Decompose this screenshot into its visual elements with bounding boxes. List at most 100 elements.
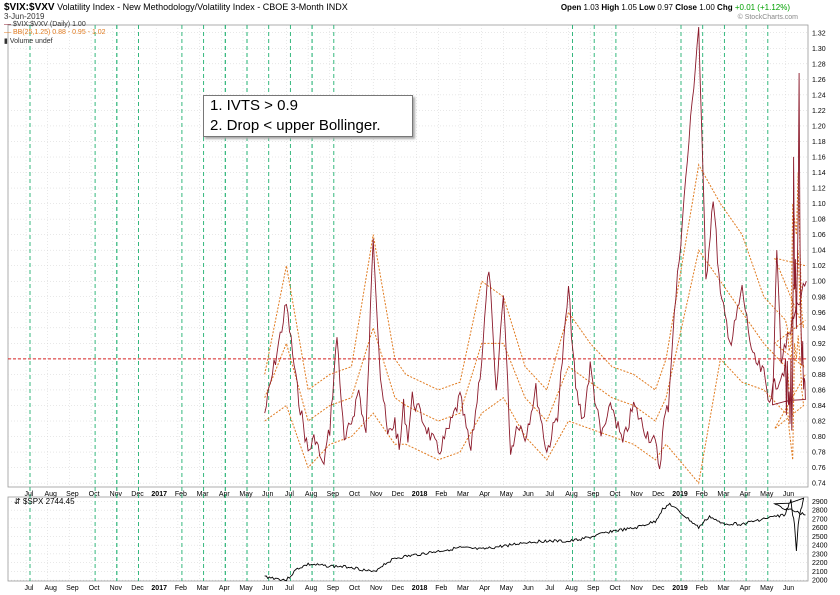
low-label: Low xyxy=(639,3,656,12)
lower-y-tick-label: 2000 xyxy=(812,578,828,585)
upper-y-tick-label: 1.28 xyxy=(812,61,826,68)
annotation-line-1: 1. IVTS > 0.9 xyxy=(210,97,298,114)
upper-x-tick-label: Sep xyxy=(327,491,340,498)
close-label: Close xyxy=(675,3,697,12)
lower-x-tick-label: Oct xyxy=(89,585,100,592)
upper-y-tick-label: 0.78 xyxy=(812,450,826,457)
lower-x-tick-label: Jul xyxy=(25,585,34,592)
lower-x-tick-label: 2018 xyxy=(412,585,428,592)
upper-x-tick-label: Aug xyxy=(565,491,578,498)
upper-x-tick-label: May xyxy=(239,491,253,498)
lower-x-tick-label: Sep xyxy=(327,585,340,592)
upper-x-tick-label: Nov xyxy=(370,491,383,498)
lower-x-tick-label: Apr xyxy=(740,585,752,592)
high-label: High xyxy=(601,3,620,12)
upper-y-tick-label: 0.82 xyxy=(812,419,826,426)
legend-volume: ▮ Volume undef xyxy=(4,38,53,45)
lower-x-tick-label: Feb xyxy=(435,585,447,592)
upper-x-tick-label: Nov xyxy=(630,491,643,498)
lower-x-tick-label: Feb xyxy=(696,585,708,592)
lower-x-tick-label: May xyxy=(500,585,514,592)
upper-y-tick-label: 1.14 xyxy=(812,170,826,177)
upper-y-tick-label: 0.74 xyxy=(812,481,826,488)
ohlc-readout: Open 1.03 High 1.05 Low 0.97 Close 1.00 … xyxy=(561,3,790,12)
upper-y-tick-label: 0.90 xyxy=(812,356,826,363)
lower-x-tick-label: 2017 xyxy=(151,585,167,592)
upper-y-tick-label: 1.20 xyxy=(812,123,826,130)
upper-y-tick-label: 0.92 xyxy=(812,341,826,348)
annotation-line-2: 2. Drop < upper Bollinger. xyxy=(210,117,381,134)
upper-x-tick-label: Jun xyxy=(262,491,273,498)
upper-x-tick-label: Dec xyxy=(652,491,665,498)
lower-x-tick-label: Nov xyxy=(630,585,643,592)
upper-y-tick-label: 0.76 xyxy=(812,465,826,472)
close-value: 1.00 xyxy=(699,3,715,12)
chart-exchange: INDX xyxy=(326,2,348,12)
lower-x-tick-label: Jul xyxy=(285,585,294,592)
lower-x-tick-label: Apr xyxy=(219,585,231,592)
lower-x-tick-label: Aug xyxy=(305,585,318,592)
lower-x-tick-label: Aug xyxy=(565,585,578,592)
watermark: © StockCharts.com xyxy=(737,14,798,21)
upper-x-tick-label: Feb xyxy=(175,491,187,498)
high-value: 1.05 xyxy=(621,3,637,12)
upper-x-tick-label: May xyxy=(500,491,514,498)
ratio-series-line xyxy=(264,26,807,470)
upper-y-tick-label: 1.32 xyxy=(812,30,826,37)
upper-x-tick-label: Aug xyxy=(44,491,57,498)
lower-x-tick-label: Aug xyxy=(44,585,57,592)
upper-y-tick-label: 0.94 xyxy=(812,325,826,332)
legend-ratio-text: $VIX:$VXV (Daily) 1.00 xyxy=(12,21,86,28)
lower-x-tick-label: Dec xyxy=(392,585,405,592)
legend-bollinger-text: BB(25,1.25) 0.88 - 0.95 - 1.02 xyxy=(12,29,106,36)
lower-y-tick-label: 2600 xyxy=(812,525,828,532)
lower-x-tick-label: Mar xyxy=(197,585,210,592)
upper-x-tick-label: Jul xyxy=(545,491,554,498)
lower-y-tick-label: 2500 xyxy=(812,534,828,541)
upper-y-tick-label: 1.26 xyxy=(812,77,826,84)
upper-x-tick-label: 2017 xyxy=(151,491,167,498)
upper-y-tick-label: 1.24 xyxy=(812,92,826,99)
lower-y-tick-label: 2800 xyxy=(812,508,828,515)
upper-x-tick-label: Apr xyxy=(479,491,491,498)
upper-y-tick-label: 1.06 xyxy=(812,232,826,239)
lower-x-tick-label: 2019 xyxy=(672,585,688,592)
upper-x-tick-label: Sep xyxy=(66,491,79,498)
bollinger-middle-line xyxy=(264,248,806,422)
upper-x-tick-label: Nov xyxy=(110,491,123,498)
upper-y-tick-label: 0.86 xyxy=(812,387,826,394)
annotation-box: 1. IVTS > 0.9 2. Drop < upper Bollinger. xyxy=(203,95,413,137)
upper-x-tick-label: Dec xyxy=(392,491,405,498)
lower-x-tick-label: Jun xyxy=(522,585,533,592)
upper-x-tick-label: Feb xyxy=(435,491,447,498)
lower-x-tick-label: Jun xyxy=(783,585,794,592)
upper-y-tick-label: 0.84 xyxy=(812,403,826,410)
upper-y-tick-label: 1.12 xyxy=(812,186,826,193)
upper-x-tick-label: Jun xyxy=(522,491,533,498)
upper-x-tick-label: Feb xyxy=(696,491,708,498)
lower-x-tick-label: May xyxy=(760,585,774,592)
bollinger-lower-line xyxy=(264,335,806,485)
upper-x-tick-label: 2019 xyxy=(672,491,688,498)
upper-y-tick-label: 1.22 xyxy=(812,108,826,115)
lower-x-tick-label: Mar xyxy=(457,585,470,592)
upper-y-tick-label: 0.96 xyxy=(812,310,826,317)
legend-bollinger: — BB(25,1.25) 0.88 - 0.95 - 1.02 xyxy=(4,29,106,36)
upper-y-tick-label: 0.98 xyxy=(812,294,826,301)
lower-y-tick-label: 2300 xyxy=(812,551,828,558)
lower-x-tick-label: May xyxy=(239,585,253,592)
lower-panel-frame xyxy=(7,496,809,582)
upper-x-tick-label: Jul xyxy=(25,491,34,498)
lower-y-tick-label: 2400 xyxy=(812,543,828,550)
upper-y-tick-label: 0.80 xyxy=(812,434,826,441)
lower-panel-title-text: $SPX 2744.45 xyxy=(22,497,75,506)
upper-x-tick-label: May xyxy=(760,491,774,498)
spx-series-line xyxy=(264,497,806,582)
lower-x-tick-label: Nov xyxy=(370,585,383,592)
upper-x-tick-label: Mar xyxy=(457,491,470,498)
lower-x-tick-label: Oct xyxy=(609,585,620,592)
chg-label: Chg xyxy=(717,3,733,12)
chart-date: 3-Jun-2019 xyxy=(4,12,45,21)
upper-x-tick-label: Oct xyxy=(609,491,620,498)
legend-volume-text: Volume undef xyxy=(9,38,53,45)
